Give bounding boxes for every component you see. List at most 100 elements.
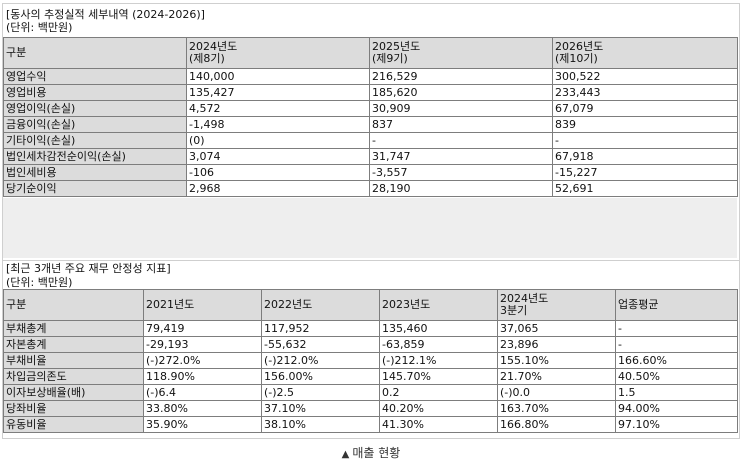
row-label: 당좌비율 xyxy=(3,400,144,417)
table-row: 영업비용 135,427 185,620 233,443 xyxy=(3,84,738,101)
table1-title: [동사의 추정실적 세부내역 (2024-2026)] xyxy=(6,8,205,21)
top-panel-gray-fill xyxy=(3,198,737,258)
table-cell: 216,529 xyxy=(369,68,553,85)
table2-title: [최근 3개년 주요 재무 안정성 지표] xyxy=(6,262,171,275)
table-row: 영업이익(손실) 4,572 30,909 67,079 xyxy=(3,100,738,117)
image-caption: ▲ 매출 현황 xyxy=(0,444,742,461)
table-cell: 135,427 xyxy=(186,84,370,101)
table-cell: 35.90% xyxy=(143,416,262,433)
table-cell: 2,968 xyxy=(186,180,370,197)
table-cell: (-)6.4 xyxy=(143,384,262,401)
table-row: 차입금의존도 118.90% 156.00% 145.70% 21.70% 40… xyxy=(3,368,738,385)
table-row: 이자보상배율(배) (-)6.4 (-)2.5 0.2 (-)0.0 1.5 xyxy=(3,384,738,401)
table-row: 영업수익 140,000 216,529 300,522 xyxy=(3,68,738,85)
table2-unit: (단위: 백만원) xyxy=(6,276,73,289)
table-cell: -1,498 xyxy=(186,116,370,133)
table-cell: 166.80% xyxy=(497,416,616,433)
table-row: 법인세차감전순이익(손실) 3,074 31,747 67,918 xyxy=(3,148,738,165)
table-cell: -3,557 xyxy=(369,164,553,181)
table-cell: 155.10% xyxy=(497,352,616,369)
table-cell: -15,227 xyxy=(552,164,738,181)
row-label: 이자보상배율(배) xyxy=(3,384,144,401)
table-cell: 67,079 xyxy=(552,100,738,117)
table-cell: 40.20% xyxy=(379,400,498,417)
table-cell: 4,572 xyxy=(186,100,370,117)
table-cell: 233,443 xyxy=(552,84,738,101)
table-cell: 166.60% xyxy=(615,352,738,369)
table-cell: 23,896 xyxy=(497,336,616,353)
table-row: 자본총계 -29,193 -55,632 -63,859 23,896 - xyxy=(3,336,738,353)
column-header: 2021년도 xyxy=(143,289,262,321)
table-cell: 52,691 xyxy=(552,180,738,197)
table-cell: 33.80% xyxy=(143,400,262,417)
estimated-results-table: 구분 2024년도 (제8기) 2025년도 (제9기) 2026년도 (제10기) … xyxy=(3,37,738,197)
table-cell: (-)212.0% xyxy=(261,352,380,369)
table-cell: 94.00% xyxy=(615,400,738,417)
table-cell: -55,632 xyxy=(261,336,380,353)
table-cell: (-)212.1% xyxy=(379,352,498,369)
row-label: 유동비율 xyxy=(3,416,144,433)
row-label: 영업이익(손실) xyxy=(3,100,187,117)
table-header-row: 구분 2024년도 (제8기) 2025년도 (제9기) 2026년도 (제10기) xyxy=(3,37,738,69)
table-cell: (-)2.5 xyxy=(261,384,380,401)
financial-stability-table: 구분 2021년도 2022년도 2023년도 2024년도 3분기 업종평균 부… xyxy=(3,289,738,433)
table-row: 당기순이익 2,968 28,190 52,691 xyxy=(3,180,738,197)
table-cell: 117,952 xyxy=(261,320,380,337)
table-cell: 28,190 xyxy=(369,180,553,197)
table-cell: 156.00% xyxy=(261,368,380,385)
table-cell: 3,074 xyxy=(186,148,370,165)
table-row: 당좌비율 33.80% 37.10% 40.20% 163.70% 94.00% xyxy=(3,400,738,417)
row-label: 기타이익(손실) xyxy=(3,132,187,149)
table-cell: 140,000 xyxy=(186,68,370,85)
row-label: 법인세비용 xyxy=(3,164,187,181)
column-header: 2024년도 3분기 xyxy=(497,289,616,321)
table-cell: 300,522 xyxy=(552,68,738,85)
table-cell: (-)272.0% xyxy=(143,352,262,369)
table-cell: (-)0.0 xyxy=(497,384,616,401)
column-header: 2025년도 (제9기) xyxy=(369,37,553,69)
table-row: 부채총계 79,419 117,952 135,460 37,065 - xyxy=(3,320,738,337)
column-header: 구분 xyxy=(3,37,187,69)
row-label: 부채비율 xyxy=(3,352,144,369)
table-cell: 21.70% xyxy=(497,368,616,385)
table-cell: 31,747 xyxy=(369,148,553,165)
row-label: 당기순이익 xyxy=(3,180,187,197)
table-row: 기타이익(손실) (0) - - xyxy=(3,132,738,149)
table-cell: 0.2 xyxy=(379,384,498,401)
row-label: 영업수익 xyxy=(3,68,187,85)
table-header-row: 구분 2021년도 2022년도 2023년도 2024년도 3분기 업종평균 xyxy=(3,289,738,321)
column-header: 2023년도 xyxy=(379,289,498,321)
table-cell: 118.90% xyxy=(143,368,262,385)
table-cell: (0) xyxy=(186,132,370,149)
table-cell: 1.5 xyxy=(615,384,738,401)
row-label: 자본총계 xyxy=(3,336,144,353)
table-cell: -63,859 xyxy=(379,336,498,353)
table-cell: - xyxy=(369,132,553,149)
column-header: 2022년도 xyxy=(261,289,380,321)
table-cell: 163.70% xyxy=(497,400,616,417)
table-cell: - xyxy=(552,132,738,149)
table-cell: 837 xyxy=(369,116,553,133)
table-row: 금융이익(손실) -1,498 837 839 xyxy=(3,116,738,133)
table-cell: 37,065 xyxy=(497,320,616,337)
table-cell: -106 xyxy=(186,164,370,181)
column-header: 2024년도 (제8기) xyxy=(186,37,370,69)
table-cell: 40.50% xyxy=(615,368,738,385)
table-cell: 67,918 xyxy=(552,148,738,165)
table1-unit: (단위: 백만원) xyxy=(6,21,73,34)
table-row: 유동비율 35.90% 38.10% 41.30% 166.80% 97.10% xyxy=(3,416,738,433)
table-cell: 41.30% xyxy=(379,416,498,433)
table-cell: - xyxy=(615,336,738,353)
table-cell: 135,460 xyxy=(379,320,498,337)
table-cell: 38.10% xyxy=(261,416,380,433)
row-label: 법인세차감전순이익(손실) xyxy=(3,148,187,165)
table-cell: 185,620 xyxy=(369,84,553,101)
table-row: 부채비율 (-)272.0% (-)212.0% (-)212.1% 155.1… xyxy=(3,352,738,369)
table-cell: 79,419 xyxy=(143,320,262,337)
table-cell: 30,909 xyxy=(369,100,553,117)
table-cell: - xyxy=(615,320,738,337)
row-label: 부채총계 xyxy=(3,320,144,337)
column-header: 업종평균 xyxy=(615,289,738,321)
caption-text: 매출 현황 xyxy=(352,446,401,460)
table-row: 법인세비용 -106 -3,557 -15,227 xyxy=(3,164,738,181)
